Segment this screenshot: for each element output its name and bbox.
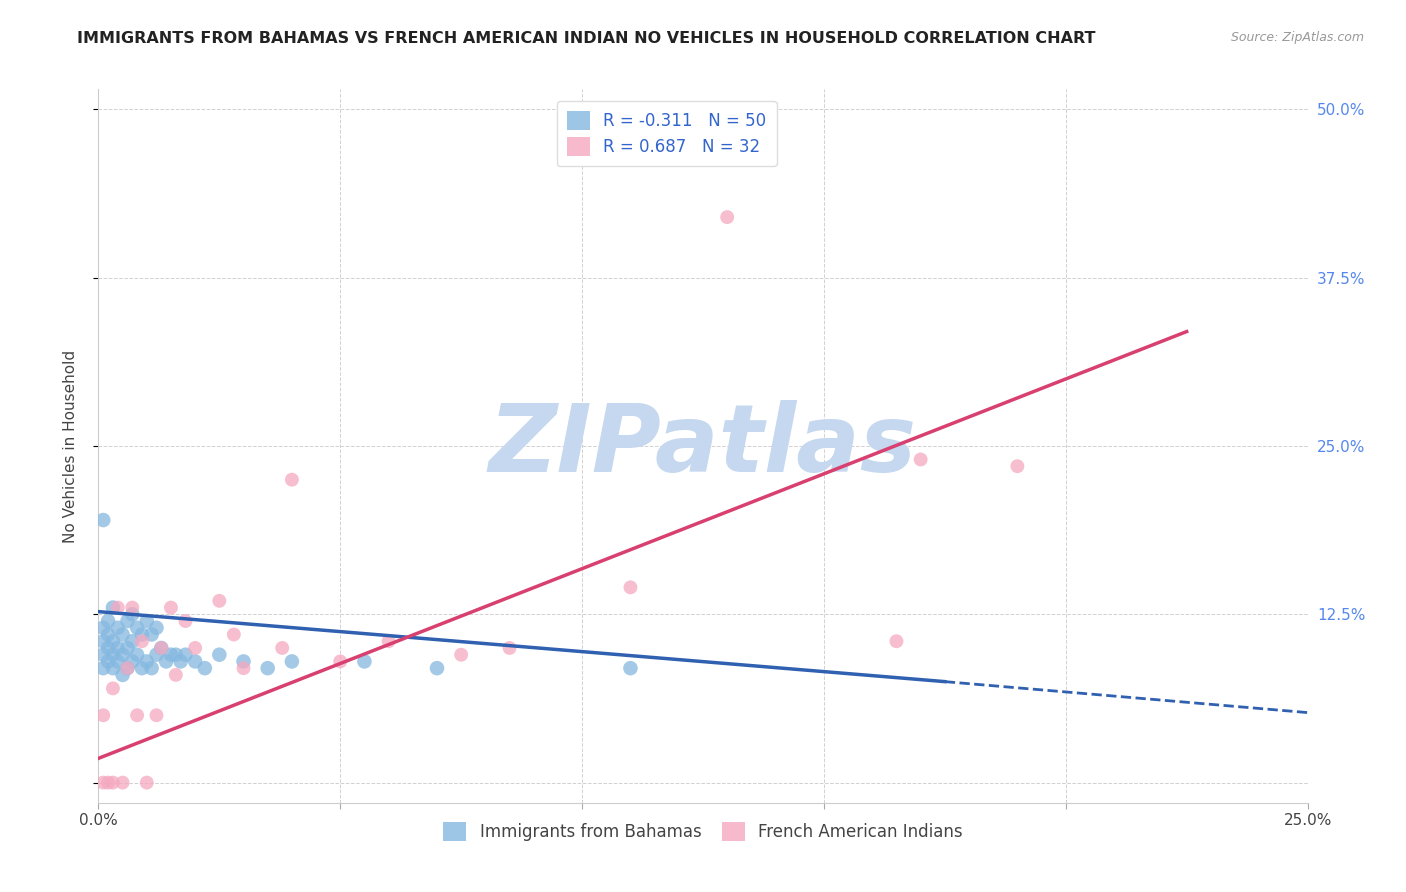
Text: IMMIGRANTS FROM BAHAMAS VS FRENCH AMERICAN INDIAN NO VEHICLES IN HOUSEHOLD CORRE: IMMIGRANTS FROM BAHAMAS VS FRENCH AMERIC… [77,31,1095,46]
Point [107,600,129,615]
Point [716,210,738,224]
Point [271,640,294,655]
Point [131,627,153,641]
Legend: Immigrants from Bahamas, French American Indians: Immigrants from Bahamas, French American… [436,815,970,848]
Point [208,594,231,608]
Point [135,614,157,628]
Point [160,600,183,615]
Point [101,600,124,615]
Point [117,661,139,675]
Point [450,648,472,662]
Point [160,648,183,662]
Point [1007,459,1029,474]
Point [107,655,129,669]
Point [886,634,908,648]
Point [107,621,129,635]
Point [619,580,641,594]
Point [111,668,134,682]
Point [232,661,254,675]
Point [127,621,149,635]
Point [165,668,187,682]
Point [91,648,114,662]
Point [155,655,177,669]
Point [256,661,278,675]
Point [145,708,167,723]
Point [121,655,143,669]
Point [141,627,163,641]
Point [117,614,139,628]
Point [101,648,124,662]
Point [121,607,143,622]
Point [121,634,143,648]
Point [145,648,167,662]
Point [426,661,449,675]
Point [117,640,139,655]
Point [150,640,173,655]
Point [97,655,120,669]
Point [91,775,114,789]
Point [135,775,157,789]
Point [91,621,114,635]
Point [127,648,149,662]
Point [141,661,163,675]
Text: Source: ZipAtlas.com: Source: ZipAtlas.com [1230,31,1364,45]
Point [184,640,207,655]
Point [232,655,254,669]
Point [145,621,167,635]
Point [150,640,173,655]
Point [377,634,399,648]
Point [101,775,124,789]
Point [174,648,197,662]
Y-axis label: No Vehicles in Household: No Vehicles in Household [63,350,77,542]
Point [97,614,120,628]
Point [619,661,641,675]
Point [329,655,352,669]
Point [91,513,114,527]
Point [117,661,139,675]
Point [91,661,114,675]
Point [194,661,217,675]
Text: ZIPatlas: ZIPatlas [489,400,917,492]
Point [91,634,114,648]
Point [222,627,245,641]
Point [169,655,191,669]
Point [97,640,120,655]
Point [281,655,304,669]
Point [111,627,134,641]
Point [910,452,932,467]
Point [184,655,207,669]
Point [498,640,520,655]
Point [131,634,153,648]
Point [97,627,120,641]
Point [131,661,153,675]
Point [208,648,231,662]
Point [101,661,124,675]
Point [353,655,375,669]
Point [135,655,157,669]
Point [107,640,129,655]
Point [165,648,187,662]
Point [111,775,134,789]
Point [111,648,134,662]
Point [127,708,149,723]
Point [97,775,120,789]
Point [91,708,114,723]
Point [281,473,304,487]
Point [174,614,197,628]
Point [101,634,124,648]
Point [121,600,143,615]
Point [101,681,124,696]
